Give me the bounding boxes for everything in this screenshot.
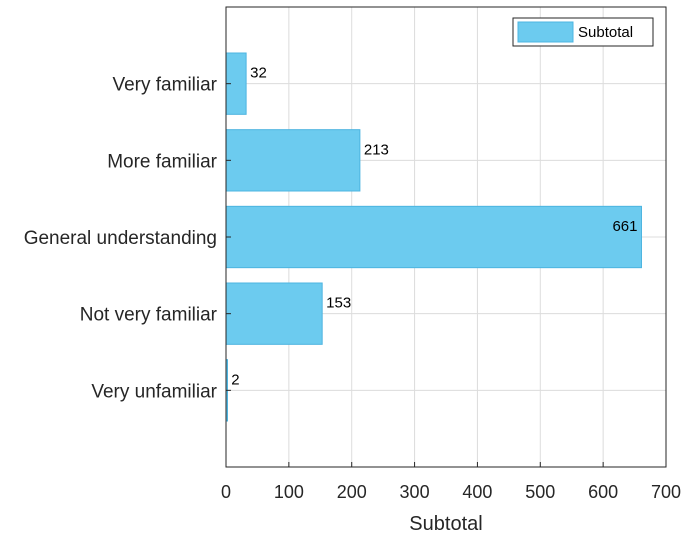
x-tick-label: 600 (588, 482, 618, 502)
legend: Subtotal (512, 17, 654, 47)
x-tick-label: 200 (337, 482, 367, 502)
bars (225, 52, 642, 422)
x-axis-ticks: 0 100 200 300 400 500 600 700 (221, 83, 681, 502)
y-axis-categories: Very familiar More familiar General unders… (24, 75, 218, 403)
x-tick-label: 0 (221, 482, 231, 502)
category-label: Very unfamiliar (91, 381, 217, 402)
x-tick-label: 300 (400, 482, 430, 502)
x-tick-label: 500 (525, 482, 555, 502)
data-label: 153 (326, 295, 351, 312)
bar (225, 129, 361, 192)
legend-label: Subtotal (578, 24, 633, 41)
data-label: 2 (231, 371, 239, 388)
data-label: 32 (250, 65, 267, 82)
data-label: 661 (612, 218, 637, 235)
legend-swatch (517, 21, 574, 43)
category-label: Not very familiar (80, 305, 218, 326)
x-tick-label: 400 (462, 482, 492, 502)
x-axis-title: Subtotal (409, 513, 482, 535)
data-labels: 32 213 661 153 2 (231, 65, 637, 389)
x-tick-label: 700 (651, 482, 681, 502)
category-label: General understanding (24, 228, 217, 249)
category-label: Very familiar (112, 75, 217, 96)
bar (225, 205, 642, 269)
category-label: More familiar (107, 151, 217, 172)
bar (225, 282, 323, 345)
data-label: 213 (364, 141, 389, 158)
x-tick-label: 100 (274, 482, 304, 502)
